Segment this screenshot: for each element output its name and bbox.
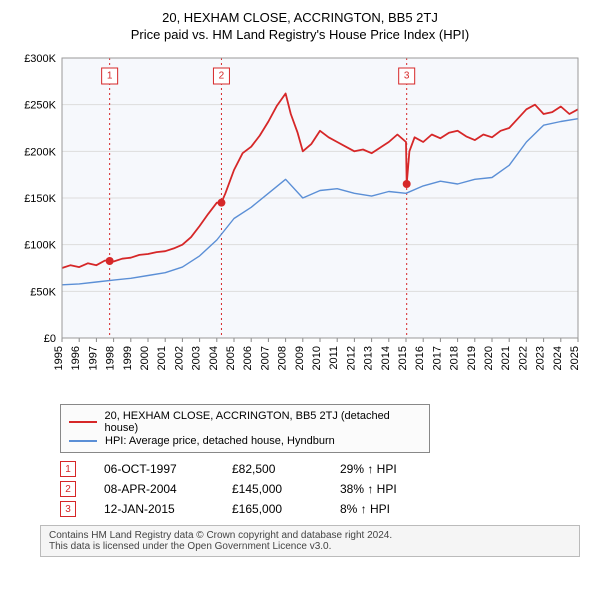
svg-text:2002: 2002 (173, 346, 185, 370)
svg-text:2020: 2020 (483, 346, 495, 370)
sale-price: £145,000 (232, 482, 312, 496)
legend-item: HPI: Average price, detached house, Hynd… (69, 435, 421, 447)
svg-text:1: 1 (107, 71, 113, 82)
svg-text:2001: 2001 (156, 346, 168, 370)
svg-text:2005: 2005 (225, 346, 237, 370)
svg-text:1995: 1995 (53, 346, 65, 370)
legend-swatch-price (69, 421, 97, 423)
svg-text:£150K: £150K (24, 193, 56, 205)
svg-text:1998: 1998 (105, 346, 117, 370)
svg-text:2014: 2014 (380, 346, 392, 370)
svg-text:2008: 2008 (277, 346, 289, 370)
legend-label: HPI: Average price, detached house, Hynd… (105, 435, 335, 447)
svg-text:2017: 2017 (431, 346, 443, 370)
svg-text:£0: £0 (44, 333, 56, 345)
svg-text:2019: 2019 (466, 346, 478, 370)
line-chart-svg: £0 £50K £100K £150K £200K £250K £300K 1995 1996 1… (10, 48, 590, 398)
svg-text:2007: 2007 (259, 346, 271, 370)
svg-text:2021: 2021 (500, 346, 512, 370)
chart-title-line1: 20, HEXHAM CLOSE, ACCRINGTON, BB5 2TJ (10, 10, 590, 25)
sale-date: 06-OCT-1997 (104, 462, 204, 476)
sale-pct: 38% ↑ HPI (340, 482, 430, 496)
svg-text:2003: 2003 (191, 346, 203, 370)
attribution-footer: Contains HM Land Registry data © Crown c… (40, 525, 580, 557)
svg-text:2015: 2015 (397, 346, 409, 370)
svg-text:2000: 2000 (139, 346, 151, 370)
svg-text:£300K: £300K (24, 53, 56, 65)
svg-text:2023: 2023 (535, 346, 547, 370)
sale-marker-icon: 2 (60, 481, 76, 497)
chart-area: £0 £50K £100K £150K £200K £250K £300K 1995 1996 1… (10, 48, 590, 398)
svg-text:£50K: £50K (30, 286, 56, 298)
sales-row: 1 06-OCT-1997 £82,500 29% ↑ HPI (60, 461, 590, 477)
sales-row: 2 08-APR-2004 £145,000 38% ↑ HPI (60, 481, 590, 497)
svg-text:1999: 1999 (122, 346, 134, 370)
svg-text:3: 3 (404, 71, 410, 82)
sale-price: £82,500 (232, 462, 312, 476)
sale-pct: 29% ↑ HPI (340, 462, 430, 476)
svg-text:2012: 2012 (345, 346, 357, 370)
svg-text:2025: 2025 (569, 346, 581, 370)
sale-pct: 8% ↑ HPI (340, 502, 430, 516)
footer-line: Contains HM Land Registry data © Crown c… (49, 530, 571, 541)
legend: 20, HEXHAM CLOSE, ACCRINGTON, BB5 2TJ (d… (60, 404, 430, 453)
sale-price: £165,000 (232, 502, 312, 516)
sales-row: 3 12-JAN-2015 £165,000 8% ↑ HPI (60, 501, 590, 517)
svg-text:2006: 2006 (242, 346, 254, 370)
sale-marker-icon: 1 (60, 461, 76, 477)
sale-marker-icon: 3 (60, 501, 76, 517)
legend-swatch-hpi (69, 440, 97, 442)
svg-text:2009: 2009 (294, 346, 306, 370)
svg-text:2024: 2024 (552, 346, 564, 370)
svg-text:2016: 2016 (414, 346, 426, 370)
svg-text:2004: 2004 (208, 346, 220, 370)
svg-text:1997: 1997 (87, 346, 99, 370)
sales-table: 1 06-OCT-1997 £82,500 29% ↑ HPI 2 08-APR… (60, 461, 590, 517)
svg-text:2022: 2022 (517, 346, 529, 370)
footer-line: This data is licensed under the Open Gov… (49, 541, 571, 552)
svg-text:1996: 1996 (70, 346, 82, 370)
legend-item: 20, HEXHAM CLOSE, ACCRINGTON, BB5 2TJ (d… (69, 410, 421, 434)
chart-title-line2: Price paid vs. HM Land Registry's House … (10, 27, 590, 42)
svg-text:£200K: £200K (24, 146, 56, 158)
svg-text:2011: 2011 (328, 346, 340, 370)
sale-date: 08-APR-2004 (104, 482, 204, 496)
svg-text:2010: 2010 (311, 346, 323, 370)
legend-label: 20, HEXHAM CLOSE, ACCRINGTON, BB5 2TJ (d… (105, 410, 421, 434)
svg-text:2013: 2013 (363, 346, 375, 370)
svg-text:2018: 2018 (449, 346, 461, 370)
svg-text:£100K: £100K (24, 240, 56, 252)
svg-text:2: 2 (219, 71, 225, 82)
svg-text:£250K: £250K (24, 100, 56, 112)
sale-date: 12-JAN-2015 (104, 502, 204, 516)
